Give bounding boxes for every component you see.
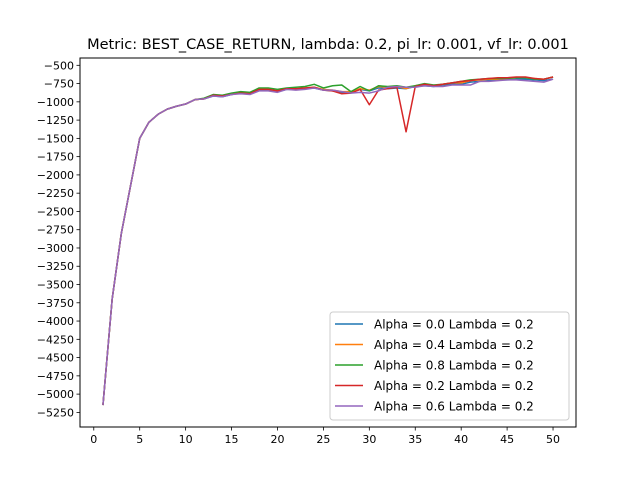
x-tick-label: 0 — [90, 433, 97, 446]
y-tick-label: −5250 — [37, 406, 74, 419]
y-tick-label: −1750 — [37, 151, 74, 164]
legend-label: Alpha = 0.8 Lambda = 0.2 — [374, 359, 534, 373]
plot-frame — [79, 57, 577, 428]
y-tick-label: −4500 — [37, 352, 74, 365]
y-tick-label: −1500 — [37, 132, 74, 145]
y-tick-label: −4250 — [37, 333, 74, 346]
y-tick-label: −2750 — [37, 224, 74, 237]
x-tick-label: 35 — [408, 433, 422, 446]
x-tick-label: 25 — [316, 433, 330, 446]
legend: Alpha = 0.0 Lambda = 0.2 Alpha = 0.4 Lamb… — [329, 311, 570, 421]
y-tick-label: −4750 — [37, 370, 74, 383]
y-tick-label: −1250 — [37, 114, 74, 127]
x-tick-label: 50 — [546, 433, 560, 446]
y-tick-label: −3500 — [37, 279, 74, 292]
y-tick-label: −2250 — [37, 187, 74, 200]
y-tick-label: −1000 — [37, 96, 74, 109]
legend-label: Alpha = 0.2 Lambda = 0.2 — [374, 379, 534, 393]
legend-box — [329, 311, 570, 421]
x-tick-label: 10 — [179, 433, 193, 446]
x-tick-label: 5 — [136, 433, 143, 446]
y-tick-label: −3000 — [37, 242, 74, 255]
x-tick-label: 15 — [225, 433, 239, 446]
legend-label: Alpha = 0.6 Lambda = 0.2 — [374, 400, 534, 414]
y-tick-label: −500 — [44, 59, 74, 72]
y-tick-label: −5000 — [37, 388, 74, 401]
x-axis: 0 5 10 15 20 25 30 35 40 45 50 — [90, 427, 560, 446]
y-tick-label: −3750 — [37, 297, 74, 310]
y-tick-label: −4000 — [37, 315, 74, 328]
x-tick-label: 40 — [454, 433, 468, 446]
y-tick-label: −2000 — [37, 169, 74, 182]
y-tick-label: −750 — [44, 78, 74, 91]
x-tick-label: 30 — [362, 433, 376, 446]
legend-label: Alpha = 0.4 Lambda = 0.2 — [374, 338, 534, 352]
chart-title: Metric: BEST_CASE_RETURN, lambda: 0.2, p… — [87, 37, 569, 53]
y-axis: −500 −750 −1000 −1250 −1500 −1750 −2000 −2250 −2… — [37, 59, 80, 419]
y-tick-label: −2500 — [37, 205, 74, 218]
legend-label: Alpha = 0.0 Lambda = 0.2 — [374, 318, 534, 332]
y-tick-label: −3250 — [37, 260, 74, 273]
series-line-4 — [102, 78, 554, 406]
plot-series — [102, 76, 554, 406]
x-tick-label: 20 — [270, 433, 284, 446]
x-tick-label: 45 — [500, 433, 514, 446]
